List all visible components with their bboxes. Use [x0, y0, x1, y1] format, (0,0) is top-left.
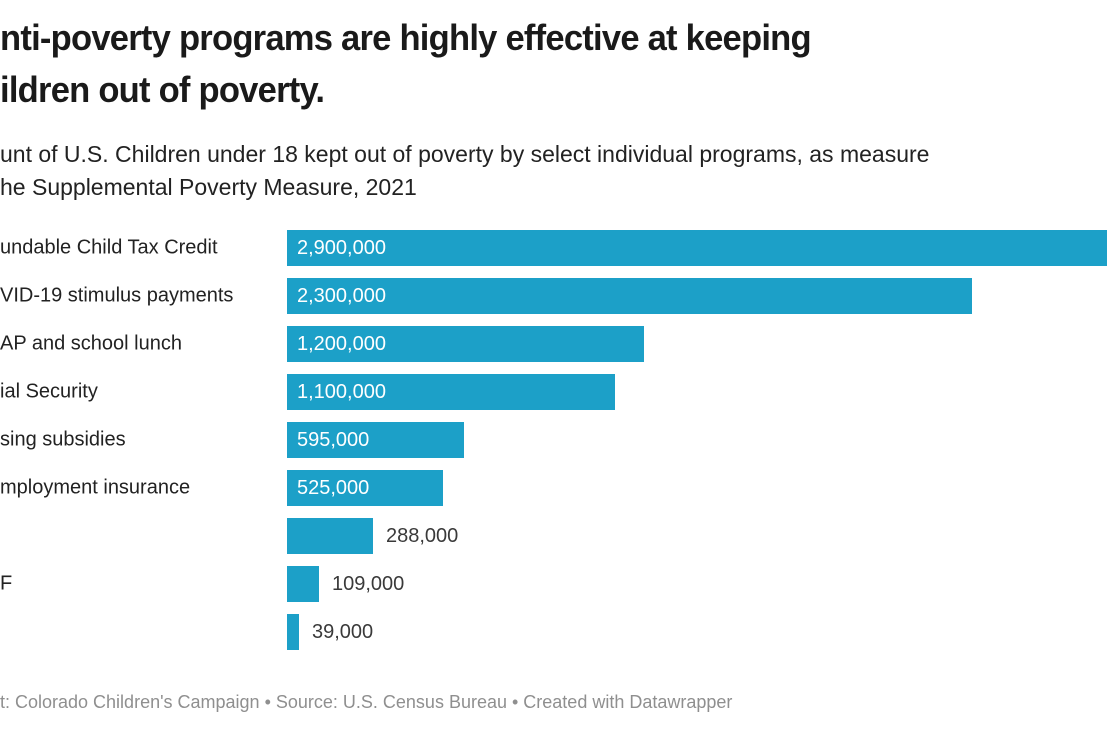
bar[interactable]: [287, 422, 464, 458]
bar[interactable]: [287, 326, 644, 362]
bar-value-label: 39,000: [312, 621, 374, 643]
bar-value-label: 1,200,000: [297, 333, 386, 355]
bar-value-label: 1,100,000: [297, 381, 386, 403]
bar[interactable]: [287, 614, 299, 650]
category-label: mployment insurance: [0, 476, 191, 499]
bar[interactable]: [287, 518, 373, 554]
category-label: undable Child Tax Credit: [0, 236, 218, 259]
chart-title-line2: ildren out of poverty.: [0, 69, 325, 110]
bar-value-label: 288,000: [386, 525, 459, 547]
bar-row: F 109,000: [0, 566, 1107, 602]
chart-title: nti-poverty programs are highly effectiv…: [0, 12, 812, 116]
bar-row: mployment insurance 525,000: [0, 470, 1107, 506]
category-label: VID-19 stimulus payments: [0, 284, 234, 307]
bar-row: VID-19 stimulus payments 2,300,000: [0, 278, 1107, 314]
bar-row: undable Child Tax Credit 2,900,000: [0, 230, 1107, 266]
bar-value-label: 2,300,000: [297, 285, 386, 307]
chart-subtitle: unt of U.S. Children under 18 kept out o…: [0, 138, 929, 204]
category-label: sing subsidies: [0, 428, 126, 451]
bar[interactable]: [287, 374, 615, 410]
category-label: F: [0, 572, 13, 595]
attribution-footer: t: Colorado Children's Campaign • Source…: [0, 692, 733, 712]
category-label: AP and school lunch: [0, 332, 182, 355]
bar-row: sing subsidies 595,000: [0, 422, 1107, 458]
bar-row: ial Security 1,100,000: [0, 374, 1107, 410]
bar[interactable]: [287, 278, 972, 314]
chart-subtitle-line1: unt of U.S. Children under 18 kept out o…: [0, 141, 930, 167]
bar[interactable]: [287, 470, 443, 506]
bar-value-label: 2,900,000: [297, 237, 386, 259]
category-label: ial Security: [0, 380, 98, 403]
bar-value-label: 109,000: [332, 573, 405, 595]
bar[interactable]: [287, 230, 1107, 266]
bar-chart-plot-area: undable Child Tax Credit 2,900,000 VID-19 …: [0, 230, 1107, 655]
chart-title-line1: nti-poverty programs are highly effectiv…: [0, 17, 812, 58]
bar-row: 288,000: [0, 518, 1107, 554]
bar-value-label: 595,000: [297, 429, 370, 451]
bar[interactable]: [287, 566, 319, 602]
bar-value-label: 525,000: [297, 477, 370, 499]
bar-row: 39,000: [0, 614, 1107, 650]
chart-subtitle-line2: he Supplemental Poverty Measure, 2021: [0, 174, 417, 200]
bar-row: AP and school lunch 1,200,000: [0, 326, 1107, 362]
